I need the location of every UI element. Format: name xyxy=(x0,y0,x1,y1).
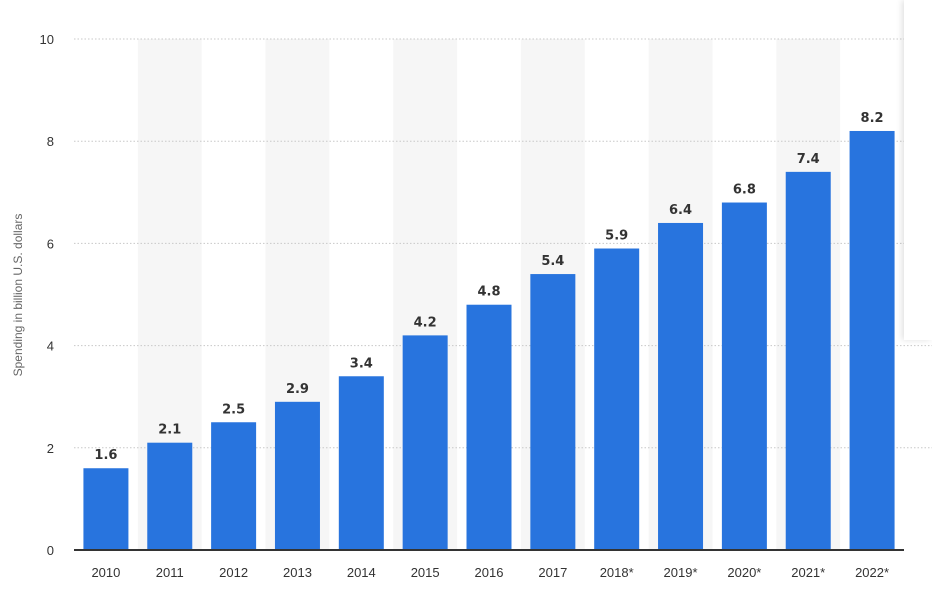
y-tick-label: 2 xyxy=(47,441,54,456)
data-labels: 1.6 2.1 2.5 2.9 3.4 4.2 4.8 5.4 5.9 6.4 6.8 7.4 8.2 xyxy=(94,111,883,463)
bar xyxy=(594,248,640,550)
x-tick-label: 2019* xyxy=(664,565,698,580)
data-label: 1.6 xyxy=(94,448,117,463)
x-tick-label: 2022* xyxy=(855,565,889,580)
y-axis-title: Spending in billion U.S. dollars xyxy=(11,214,25,377)
bar xyxy=(83,468,129,550)
x-tick-label: 2018* xyxy=(600,565,634,580)
data-label: 3.4 xyxy=(350,356,373,371)
x-axis-tick-labels: 2010 2011 2012 2013 2014 2015 2016 2017 2018* 201… xyxy=(91,565,889,580)
y-tick-label: 8 xyxy=(47,134,54,149)
x-tick-label: 2012 xyxy=(219,565,248,580)
bar xyxy=(211,422,257,550)
bar xyxy=(466,304,512,550)
data-label: 4.8 xyxy=(477,285,500,300)
data-label: 2.1 xyxy=(158,423,181,438)
bar xyxy=(338,376,384,550)
data-label: 6.8 xyxy=(733,183,756,198)
y-tick-label: 0 xyxy=(47,543,54,558)
y-tick-label: 10 xyxy=(40,32,54,47)
data-label: 6.4 xyxy=(669,203,692,218)
data-label: 4.2 xyxy=(414,315,437,330)
x-tick-label: 2016 xyxy=(475,565,504,580)
x-tick-label: 2014 xyxy=(347,565,376,580)
bar xyxy=(274,401,320,550)
side-toolbar-panel xyxy=(904,0,932,340)
x-tick-label: 2017 xyxy=(538,565,567,580)
data-label: 7.4 xyxy=(797,152,820,167)
bar xyxy=(849,130,895,551)
bar xyxy=(785,171,831,551)
data-label: 8.2 xyxy=(861,111,884,126)
data-label: 2.9 xyxy=(286,382,309,397)
bar xyxy=(402,335,448,550)
data-label: 5.9 xyxy=(605,229,628,244)
y-tick-label: 4 xyxy=(47,339,54,354)
data-label: 2.5 xyxy=(222,402,245,417)
x-tick-label: 2013 xyxy=(283,565,312,580)
x-tick-label: 2015 xyxy=(411,565,440,580)
x-tick-label: 2011 xyxy=(156,565,184,580)
y-axis-tick-labels: 0 2 4 6 8 10 xyxy=(40,32,54,558)
x-tick-label: 2020* xyxy=(727,565,761,580)
x-tick-label: 2021* xyxy=(791,565,825,580)
data-label: 5.4 xyxy=(541,254,564,269)
bars xyxy=(83,130,895,551)
y-tick-label: 6 xyxy=(47,236,54,251)
bar xyxy=(147,442,193,550)
x-tick-label: 2010 xyxy=(91,565,120,580)
bar xyxy=(658,222,704,550)
bar xyxy=(530,274,576,550)
bar xyxy=(721,202,767,550)
